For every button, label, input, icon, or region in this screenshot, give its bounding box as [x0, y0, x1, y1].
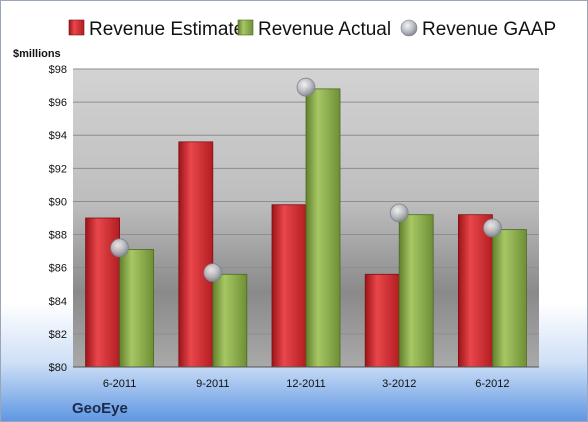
bars: [85, 88, 527, 368]
y-tick-label: $80: [49, 362, 67, 374]
x-tick-label: 12-2011: [286, 378, 326, 390]
legend-label-estimate: Revenue Estimate: [89, 19, 244, 40]
gaap-marker: [110, 238, 129, 258]
y-tick-label: $96: [49, 97, 67, 109]
y-axis-ticks: $80 $82 $84 $86 $88 $90 $92 $94 $96 $98: [49, 64, 67, 374]
estimate-bar: [364, 273, 400, 368]
y-tick-label: $98: [49, 64, 67, 76]
actual-bar: [119, 249, 154, 368]
estimate-bar: [178, 141, 214, 368]
legend-swatch-gaap: [400, 19, 418, 37]
y-tick-label: $94: [49, 130, 67, 142]
legend: Revenue Estimate Revenue Actual Revenue …: [68, 19, 556, 40]
actual-bar: [491, 229, 527, 368]
company-name: GeoEye: [72, 400, 128, 417]
actual-bar: [305, 88, 341, 368]
actual-bar: [398, 214, 434, 368]
y-tick-label: $84: [49, 296, 67, 308]
y-tick-label: $88: [49, 230, 67, 242]
gaap-marker: [389, 203, 409, 223]
legend-swatch-estimate: [68, 19, 85, 36]
y-axis-unit-label: $millions: [13, 48, 61, 60]
legend-label-actual: Revenue Actual: [258, 19, 391, 40]
x-axis-ticks: 6-2011 9-2011 12-2011 3-2012 6-2012: [103, 378, 510, 390]
gaap-marker: [203, 263, 223, 283]
x-tick-label: 6-2012: [475, 378, 509, 390]
x-tick-label: 3-2012: [382, 378, 416, 390]
legend-swatch-actual: [237, 19, 254, 36]
y-tick-label: $92: [49, 163, 67, 175]
y-tick-label: $86: [49, 263, 67, 275]
x-tick-label: 6-2011: [103, 378, 136, 390]
gaap-markers: [110, 77, 502, 283]
estimate-bar: [457, 214, 493, 368]
actual-bar: [212, 273, 248, 368]
legend-label-gaap: Revenue GAAP: [422, 19, 556, 40]
y-tick-label: $82: [49, 329, 67, 341]
gaap-marker: [296, 77, 316, 97]
y-tick-label: $90: [49, 196, 67, 208]
x-tick-label: 9-2011: [196, 378, 229, 390]
estimate-bar: [271, 204, 307, 368]
gaap-marker: [482, 218, 502, 238]
